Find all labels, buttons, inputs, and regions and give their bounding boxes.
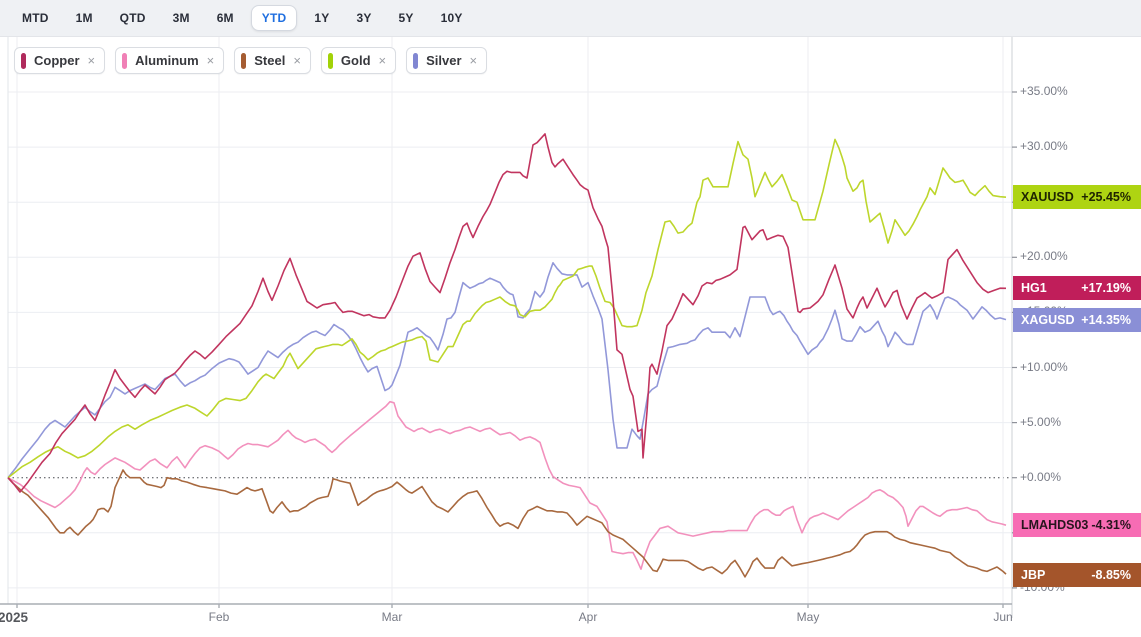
legend-chip-label: Silver (426, 53, 462, 68)
close-icon[interactable]: × (378, 53, 387, 68)
close-icon[interactable]: × (87, 53, 96, 68)
pill-ticker: XAGUSD (1021, 312, 1075, 327)
legend-chip-steel[interactable]: Steel × (234, 47, 311, 74)
series-line-copper (7, 133, 1007, 493)
legend-chip-gold[interactable]: Gold × (320, 47, 397, 74)
x-axis-label-jun[interactable]: Jun (993, 610, 1013, 624)
pill-value: +25.45% (1081, 190, 1131, 205)
legend-chip-label: Gold (340, 53, 371, 68)
range-button-3y[interactable]: 3Y (356, 11, 372, 25)
x-axis-label-mar[interactable]: Mar (381, 610, 403, 624)
series-line-aluminum (7, 400, 1007, 571)
pill-value: +14.35% (1081, 312, 1131, 327)
series-line-steel (7, 469, 1007, 578)
range-button-3m[interactable]: 3M (172, 11, 190, 25)
last-value-pill-hg1[interactable]: HG1 +17.19% (1013, 276, 1141, 301)
y-axis-tick-label: +30.00% (1020, 139, 1068, 154)
range-button-1m[interactable]: 1M (75, 11, 93, 25)
last-value-pill-xauusd[interactable]: XAUUSD +25.45% (1013, 185, 1141, 210)
pill-ticker: XAUUSD (1021, 190, 1074, 205)
series-color-bar (327, 52, 333, 69)
close-icon[interactable]: × (206, 53, 215, 68)
last-value-pill-xagusd[interactable]: XAGUSD +14.35% (1013, 307, 1141, 332)
y-axis-tick-label: +20.00% (1020, 249, 1068, 264)
legend-chip-aluminum[interactable]: Aluminum × (115, 47, 225, 74)
range-button-ytd[interactable]: YTD (250, 5, 298, 31)
y-axis-tick-label: +35.00% (1020, 84, 1068, 98)
pill-value: +17.19% (1081, 281, 1131, 296)
range-button-5y[interactable]: 5Y (398, 11, 414, 25)
symbol-legend: Copper × Aluminum × Steel × Gold × Silver × (14, 47, 488, 74)
range-button-1y[interactable]: 1Y (314, 11, 330, 25)
close-icon[interactable]: × (293, 53, 301, 68)
close-icon[interactable]: × (469, 53, 478, 68)
series-line-gold (7, 138, 1007, 479)
x-axis-label-apr[interactable]: Apr (578, 610, 598, 624)
legend-chip-copper[interactable]: Copper × (14, 47, 106, 74)
series-color-bar (21, 52, 26, 69)
x-axis-label-feb[interactable]: Feb (208, 610, 230, 624)
series-color-bar (241, 52, 247, 69)
pill-ticker: HG1 (1021, 281, 1047, 296)
range-button-10y[interactable]: 10Y (440, 11, 463, 25)
legend-chip-label: Copper (34, 53, 80, 68)
pill-value: -8.85% (1091, 568, 1131, 583)
pill-ticker: JBP (1021, 568, 1046, 583)
series-line-silver (7, 261, 1007, 479)
y-axis-tick-label: +0.00% (1020, 469, 1062, 484)
y-axis-tick-label: +5.00% (1020, 414, 1062, 429)
x-axis-label-may[interactable]: May (796, 610, 820, 624)
time-range-toolbar: MTD 1M QTD 3M 6M YTD 1Y 3Y 5Y 10Y (0, 0, 1141, 37)
legend-chip-label: Steel (254, 53, 286, 68)
pill-value: -4.31% (1091, 518, 1131, 533)
pill-ticker: LMAHDS03 (1021, 518, 1089, 533)
range-button-mtd[interactable]: MTD (22, 11, 49, 25)
range-button-6m[interactable]: 6M (216, 11, 234, 25)
series-color-bar (413, 52, 419, 69)
legend-chip-label: Aluminum (135, 53, 199, 68)
x-axis-label-2025[interactable]: 2025 (0, 610, 29, 625)
series-color-bar (122, 52, 128, 69)
y-axis-tick-label: +10.00% (1020, 359, 1068, 374)
range-button-qtd[interactable]: QTD (119, 11, 146, 25)
last-value-pill-lmahds03[interactable]: LMAHDS03 -4.31% (1013, 513, 1141, 538)
legend-chip-silver[interactable]: Silver × (406, 47, 488, 74)
last-value-pill-jbp[interactable]: JBP -8.85% (1013, 563, 1141, 588)
